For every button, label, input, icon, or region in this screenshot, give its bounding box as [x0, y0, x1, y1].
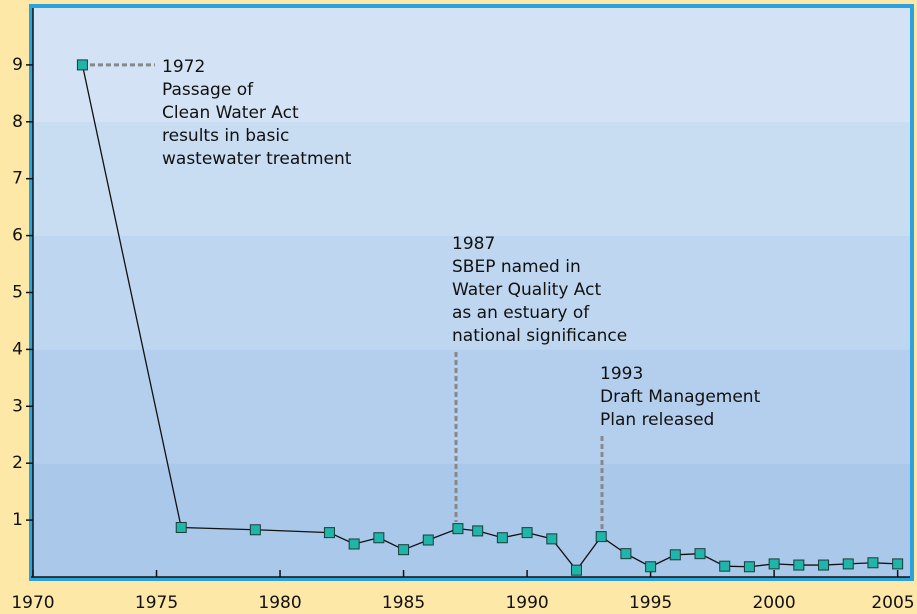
- y-tick-label: 7: [12, 169, 23, 189]
- data-point: [694, 548, 706, 560]
- data-point: [842, 558, 854, 570]
- annotation: 1993: [600, 364, 643, 384]
- data-point: [323, 527, 335, 539]
- data-point: [249, 524, 261, 536]
- data-point: [175, 521, 187, 533]
- data-point: [620, 548, 632, 560]
- data-point: [570, 564, 582, 576]
- y-tick-label: 3: [12, 396, 23, 416]
- data-point: [892, 558, 904, 570]
- y-tick-label: 9: [12, 55, 23, 75]
- x-tick-label: 1990: [505, 593, 548, 613]
- annotation: results in basic: [162, 126, 289, 146]
- x-tick-label: 1995: [629, 593, 672, 613]
- x-tick-label: 1980: [258, 593, 301, 613]
- data-point: [472, 525, 484, 537]
- data-point: [743, 561, 755, 573]
- y-tick-label: 8: [12, 112, 23, 132]
- data-point: [373, 532, 385, 544]
- x-tick-label: 2005: [871, 593, 914, 613]
- x-tick-label: 2000: [752, 593, 795, 613]
- plot-band: [33, 235, 910, 350]
- annotation: Water Quality Act: [452, 280, 601, 300]
- y-tick-label: 2: [12, 453, 23, 473]
- data-point: [818, 559, 830, 571]
- plot-band: [33, 121, 910, 236]
- data-point: [521, 527, 533, 539]
- x-tick-label: 1970: [11, 593, 54, 613]
- plot-band: [33, 8, 910, 122]
- data-point: [398, 544, 410, 556]
- annotation: 1987: [452, 234, 495, 254]
- data-point: [76, 59, 88, 71]
- y-tick-label: 1: [12, 510, 23, 530]
- data-point: [595, 531, 607, 543]
- y-tick-label: 5: [12, 283, 23, 303]
- annotation: Plan released: [600, 410, 714, 430]
- annotation: Clean Water Act: [162, 103, 299, 123]
- y-tick-label: 6: [12, 226, 23, 246]
- annotation: wastewater treatment: [162, 149, 352, 169]
- plot-band: [33, 349, 910, 464]
- data-point: [719, 560, 731, 572]
- data-point: [348, 538, 360, 550]
- data-point: [546, 533, 558, 545]
- data-point: [452, 523, 464, 535]
- annotation: 1972: [162, 57, 205, 77]
- data-point: [867, 557, 879, 569]
- data-point: [496, 532, 508, 544]
- y-tick-label: 4: [12, 339, 23, 359]
- data-point: [768, 558, 780, 570]
- data-point: [669, 549, 681, 561]
- annotation: Draft Management: [600, 387, 761, 407]
- annotation: national significance: [452, 326, 627, 346]
- data-point: [793, 559, 805, 571]
- x-tick-label: 1975: [135, 593, 178, 613]
- annotation: SBEP named in: [452, 257, 581, 277]
- data-point: [645, 561, 657, 573]
- data-point: [422, 534, 434, 546]
- x-tick-label: 1985: [382, 593, 425, 613]
- annotation: Passage of: [162, 80, 254, 100]
- annotation: as an estuary of: [452, 303, 590, 323]
